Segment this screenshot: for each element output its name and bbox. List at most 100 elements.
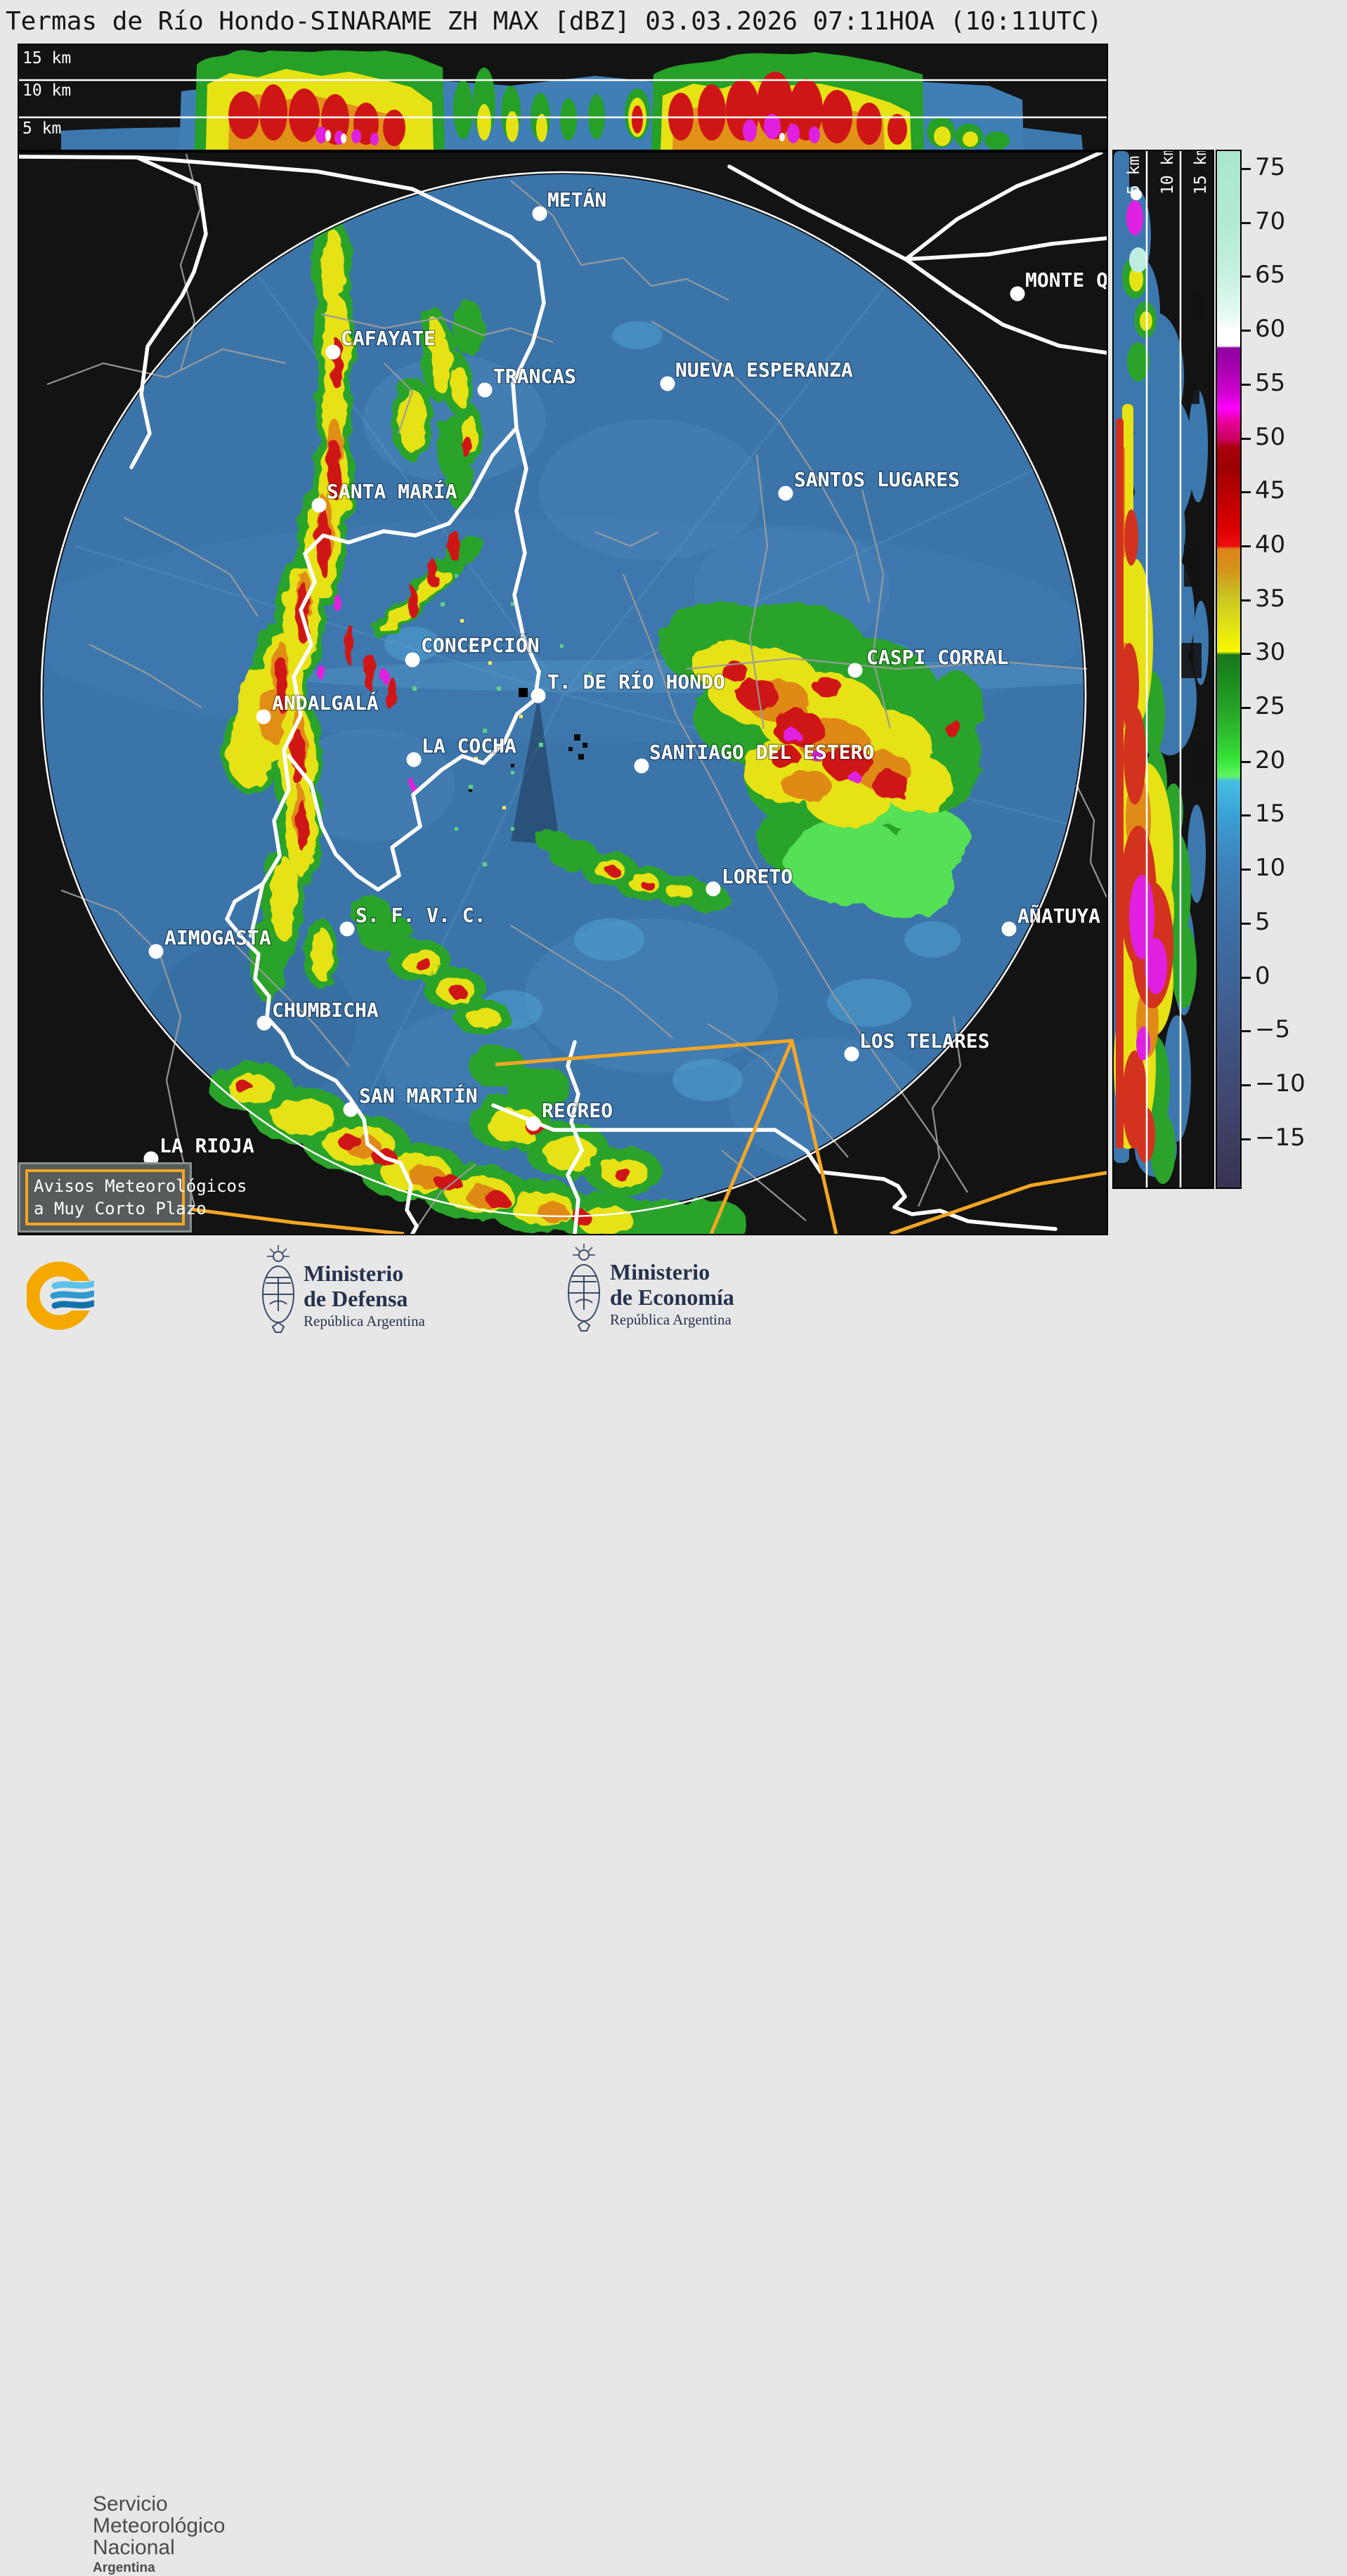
city-label: AÑATUYA	[1017, 904, 1100, 928]
storm-echoes-south-band	[209, 896, 746, 1234]
colorbar-tick	[1242, 437, 1251, 440]
economia-coat-of-arms-icon	[568, 1244, 600, 1332]
warning-notice-inner: Avisos Meteorológicos a Muy Corto Plazo	[25, 1169, 247, 1225]
smn-line1: Servicio	[93, 2492, 168, 2516]
city-label: SANTOS LUGARES	[794, 468, 960, 491]
economia-line2: de Economía	[610, 1284, 734, 1310]
city-label: CONCEPCIÓN	[421, 633, 540, 657]
right-cross-section-plot: 5 km 10 km 15 km	[1114, 151, 1210, 1188]
colorbar-tick	[1242, 383, 1251, 386]
warning-notice-line1: Avisos Meteorológicos	[34, 1176, 247, 1196]
city-label: AIMOGASTA	[164, 926, 271, 949]
page-title: Termas de Río Hondo-SINARAME ZH MAX [dBZ…	[6, 7, 1102, 36]
smn-line3: Nacional	[93, 2536, 175, 2559]
defensa-line1: Ministerio	[304, 1261, 404, 1286]
city-label: RECREO	[542, 1099, 613, 1122]
altitude-label: 5 km	[22, 119, 61, 138]
smn-logo-text: Servicio Meteorológico Nacional Argentin…	[93, 2493, 225, 2576]
city-dot	[705, 881, 721, 897]
altitude-label: 15 km	[22, 49, 71, 67]
city-dot	[660, 376, 675, 391]
colorbar-tick-label: 75	[1255, 153, 1286, 181]
radar-site-marker	[519, 688, 528, 697]
colorbar-tick-label: 5	[1255, 907, 1270, 936]
colorbar-tick	[1242, 976, 1251, 979]
city-dot	[844, 1046, 859, 1062]
city-label: SANTIAGO DEL ESTERO	[649, 741, 874, 764]
top-cross-section-panel: 15 km 10 km 5 km	[18, 44, 1108, 151]
city-dot	[531, 688, 546, 703]
city-dot	[778, 486, 793, 501]
colorbar-tick	[1242, 168, 1251, 170]
smn-logo-icon	[27, 1261, 94, 1330]
colorbar-tick	[1242, 707, 1251, 709]
city-label: CHUMBICHA	[272, 998, 379, 1022]
city-markers: METÁN CAFAYATE TRANCAS NUEVA ESPERANZA MONTE…	[143, 187, 1107, 1166]
economia-line1: Ministerio	[610, 1259, 710, 1284]
city-dot	[343, 1102, 358, 1117]
colorbar-tick-label: 70	[1255, 207, 1286, 235]
colorbar-tick	[1242, 599, 1251, 601]
defensa-line3: República Argentina	[304, 1313, 425, 1329]
city-label: NUEVA ESPERANZA	[675, 358, 853, 382]
colorbar-tick	[1242, 922, 1251, 925]
storm-echoes-loreto-line	[535, 830, 729, 911]
altitude-label: 15 km	[1192, 151, 1210, 195]
city-dot	[406, 752, 422, 767]
city-label: CAFAYATE	[341, 327, 436, 350]
colorbar-tick-label: 25	[1255, 692, 1286, 720]
topx-altitude-gridlines	[19, 79, 1107, 119]
colorbar-tick	[1242, 1138, 1251, 1140]
city-dot	[256, 1015, 272, 1031]
colorbar-tick-label: 10	[1255, 854, 1286, 883]
altitude-label: 5 km	[1125, 156, 1143, 195]
city-dot	[1001, 921, 1017, 937]
rightx-altitude-gridlines	[1145, 151, 1182, 1188]
colorbar-tick-label: −10	[1255, 1069, 1306, 1098]
city-label: LA COCHA	[422, 734, 516, 757]
city-dot	[634, 758, 649, 774]
colorbar-tick	[1242, 330, 1251, 332]
dbz-colorbar	[1216, 150, 1242, 1189]
city-label: SANTA MARÍA	[327, 479, 457, 503]
right-cross-section-panel: 5 km 10 km 15 km	[1112, 150, 1214, 1189]
city-label: SAN MARTÍN	[359, 1084, 478, 1107]
colorbar-tick-label: −5	[1255, 1015, 1291, 1044]
city-dot	[405, 652, 420, 668]
defensa-logo-text: Ministerio de Defensa República Argentin…	[304, 1261, 425, 1330]
smn-line2: Meteorológico	[93, 2514, 226, 2537]
colorbar-tick-label: −15	[1255, 1123, 1306, 1152]
defensa-coat-of-arms-icon	[262, 1245, 294, 1333]
colorbar-tick-label: 50	[1255, 422, 1286, 451]
warning-notice-box: Avisos Meteorológicos a Muy Corto Plazo	[18, 1162, 247, 1232]
economia-line3: República Argentina	[610, 1311, 731, 1328]
colorbar-tick	[1242, 869, 1251, 871]
city-dot	[532, 206, 547, 221]
altitude-label: 10 km	[22, 82, 71, 100]
city-dot	[256, 709, 271, 724]
colorbar-tick-label: 45	[1255, 476, 1286, 505]
city-dot	[1010, 286, 1025, 301]
rightx-altitude-labels: 5 km 10 km 15 km	[1125, 151, 1210, 195]
city-label: ANDALGALÁ	[272, 691, 379, 715]
city-label: LOS TELARES	[859, 1029, 989, 1053]
economia-logo-text: Ministerio de Economía República Argenti…	[610, 1259, 734, 1329]
colorbar-tick	[1242, 1084, 1251, 1086]
city-dot	[339, 921, 355, 937]
colorbar-tick-label: 35	[1255, 584, 1286, 613]
city-label: T. DE RÍO HONDO	[547, 670, 725, 694]
colorbar-tick-label: 40	[1255, 530, 1286, 559]
city-dot	[325, 344, 341, 360]
colorbar-tick-label: 65	[1255, 261, 1286, 290]
footer: Servicio Meteorológico Nacional Argentin…	[0, 1235, 1347, 2575]
city-label: LA RIOJA	[160, 1134, 254, 1157]
city-label: MONTE QUEMADO	[1025, 268, 1107, 292]
warning-notice-line2: a Muy Corto Plazo	[34, 1199, 207, 1218]
range-ring	[40, 171, 1087, 1218]
city-dot	[148, 944, 164, 959]
storm-echoes-southeast-cluster	[658, 602, 983, 918]
top-cross-section-plot: 15 km 10 km 5 km	[19, 49, 1107, 150]
colorbar-tick-label: 20	[1255, 746, 1286, 774]
colorbar-tick	[1242, 545, 1251, 547]
colorbar-tick	[1242, 491, 1251, 494]
